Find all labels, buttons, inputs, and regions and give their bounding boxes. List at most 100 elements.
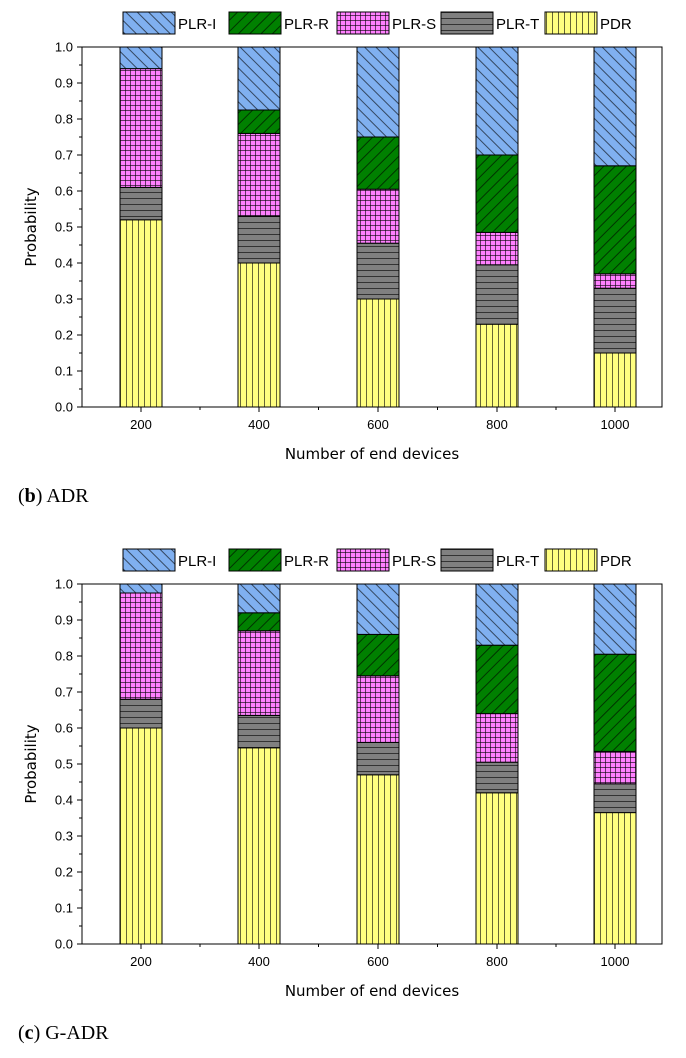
y-tick-label: 0.0 bbox=[55, 937, 73, 952]
bar-plr-s-200 bbox=[120, 69, 162, 188]
legend-entry-plr-s: PLR-S bbox=[337, 549, 436, 571]
y-tick-label: 0.3 bbox=[55, 829, 73, 844]
legend-swatch-plr-s bbox=[337, 12, 389, 34]
bar-plr-s-800 bbox=[476, 232, 518, 264]
y-tick-label: 0.1 bbox=[55, 901, 73, 916]
bar-plr-i-1000 bbox=[594, 584, 636, 654]
legend-swatch-pdr bbox=[545, 12, 597, 34]
bar-plr-r-1000 bbox=[594, 654, 636, 751]
x-tick-label: 200 bbox=[130, 417, 152, 432]
bar-pdr-200 bbox=[120, 728, 162, 944]
y-tick-label: 0.6 bbox=[55, 721, 73, 736]
y-tick-label: 0.8 bbox=[55, 112, 73, 127]
legend-entry-pdr: PDR bbox=[545, 549, 632, 571]
x-tick-label: 400 bbox=[248, 417, 270, 432]
legend-label-pdr: PDR bbox=[600, 16, 632, 33]
caption-adr: (b) ADR bbox=[18, 485, 89, 508]
bar-plr-i-400 bbox=[238, 584, 280, 613]
y-tick-label: 1.0 bbox=[55, 40, 73, 55]
bar-plr-t-800 bbox=[476, 762, 518, 793]
legend-swatch-pdr bbox=[545, 549, 597, 571]
bar-plr-r-800 bbox=[476, 155, 518, 232]
y-tick-label: 0.2 bbox=[55, 328, 73, 343]
bar-pdr-400 bbox=[238, 748, 280, 944]
x-tick-label: 800 bbox=[486, 954, 508, 969]
legend-entry-plr-r: PLR-R bbox=[229, 549, 329, 571]
legend-swatch-plr-s bbox=[337, 549, 389, 571]
legend-entry-plr-t: PLR-T bbox=[441, 549, 539, 571]
legend-label-plr-t: PLR-T bbox=[496, 16, 539, 33]
y-tick-label: 0.9 bbox=[55, 613, 73, 628]
legend-swatch-plr-t bbox=[441, 12, 493, 34]
bar-plr-i-200 bbox=[120, 47, 162, 69]
y-tick-label: 0.1 bbox=[55, 364, 73, 379]
y-tick-label: 0.3 bbox=[55, 292, 73, 307]
legend-entry-plr-i: PLR-I bbox=[123, 549, 216, 571]
bar-plr-s-800 bbox=[476, 714, 518, 763]
x-tick-label: 600 bbox=[367, 954, 389, 969]
legend-entry-plr-i: PLR-I bbox=[123, 12, 216, 34]
bar-plr-r-600 bbox=[357, 634, 399, 675]
bar-plr-r-800 bbox=[476, 645, 518, 713]
y-tick-label: 0.2 bbox=[55, 865, 73, 880]
bar-plr-t-200 bbox=[120, 187, 162, 219]
legend-entry-plr-t: PLR-T bbox=[441, 12, 539, 34]
legend-label-plr-i: PLR-I bbox=[178, 16, 216, 33]
y-tick-label: 0.5 bbox=[55, 757, 73, 772]
legend-swatch-plr-r bbox=[229, 549, 281, 571]
bar-plr-t-600 bbox=[357, 742, 399, 774]
bar-plr-r-400 bbox=[238, 110, 280, 133]
y-tick-label: 0.5 bbox=[55, 220, 73, 235]
y-tick-label: 0.0 bbox=[55, 400, 73, 415]
legend-swatch-plr-i bbox=[123, 12, 175, 34]
chart-adr: PLR-I PLR-R PLR-S PLR-T PDR 0.0 0.1 0.2 0.3 0.4 0.… bbox=[0, 0, 686, 470]
legend-entry-plr-s: PLR-S bbox=[337, 12, 436, 34]
legend-label-plr-t: PLR-T bbox=[496, 553, 539, 570]
bar-pdr-400 bbox=[238, 263, 280, 407]
bar-plr-i-800 bbox=[476, 47, 518, 155]
y-tick-label: 0.4 bbox=[55, 256, 73, 271]
bar-plr-t-600 bbox=[357, 243, 399, 299]
bar-plr-i-400 bbox=[238, 47, 280, 110]
bar-plr-s-400 bbox=[238, 133, 280, 216]
bar-plr-s-600 bbox=[357, 189, 399, 243]
x-tick-label: 1000 bbox=[601, 417, 630, 432]
bar-plr-t-400 bbox=[238, 216, 280, 263]
bar-plr-i-1000 bbox=[594, 47, 636, 166]
bar-pdr-800 bbox=[476, 793, 518, 944]
caption-g-adr: (c) G-ADR bbox=[18, 1022, 109, 1045]
x-tick-label: 600 bbox=[367, 417, 389, 432]
bar-plr-s-1000 bbox=[594, 751, 636, 783]
legend-label-pdr: PDR bbox=[600, 553, 632, 570]
bar-plr-i-800 bbox=[476, 584, 518, 645]
y-tick-label: 1.0 bbox=[55, 577, 73, 592]
chart-g-adr: PLR-I PLR-R PLR-S PLR-T PDR 0.0 0.1 0.2 0.3 0.4 0.… bbox=[0, 537, 686, 1007]
bar-plr-s-600 bbox=[357, 676, 399, 743]
bar-plr-i-600 bbox=[357, 584, 399, 634]
bar-pdr-1000 bbox=[594, 353, 636, 407]
bar-plr-t-400 bbox=[238, 715, 280, 747]
legend-entry-pdr: PDR bbox=[545, 12, 632, 34]
bar-plr-s-400 bbox=[238, 631, 280, 716]
legend-label-plr-r: PLR-R bbox=[284, 553, 329, 570]
bar-pdr-800 bbox=[476, 324, 518, 407]
bar-plr-t-800 bbox=[476, 265, 518, 324]
y-tick-label: 0.7 bbox=[55, 685, 73, 700]
x-tick-label: 200 bbox=[130, 954, 152, 969]
x-axis-label: Number of end devices bbox=[285, 982, 460, 1000]
bar-pdr-200 bbox=[120, 220, 162, 407]
legend-label-plr-r: PLR-R bbox=[284, 16, 329, 33]
bar-plr-r-1000 bbox=[594, 166, 636, 274]
bar-plr-i-200 bbox=[120, 584, 162, 593]
legend-swatch-plr-t bbox=[441, 549, 493, 571]
bar-plr-i-600 bbox=[357, 47, 399, 137]
y-axis-label: Probability bbox=[22, 724, 40, 803]
y-tick-label: 0.6 bbox=[55, 184, 73, 199]
bar-plr-s-200 bbox=[120, 593, 162, 699]
legend-swatch-plr-r bbox=[229, 12, 281, 34]
bar-plr-r-400 bbox=[238, 613, 280, 631]
bar-plr-t-1000 bbox=[594, 288, 636, 353]
bar-pdr-1000 bbox=[594, 813, 636, 944]
x-tick-label: 800 bbox=[486, 417, 508, 432]
legend-label-plr-s: PLR-S bbox=[392, 16, 436, 33]
